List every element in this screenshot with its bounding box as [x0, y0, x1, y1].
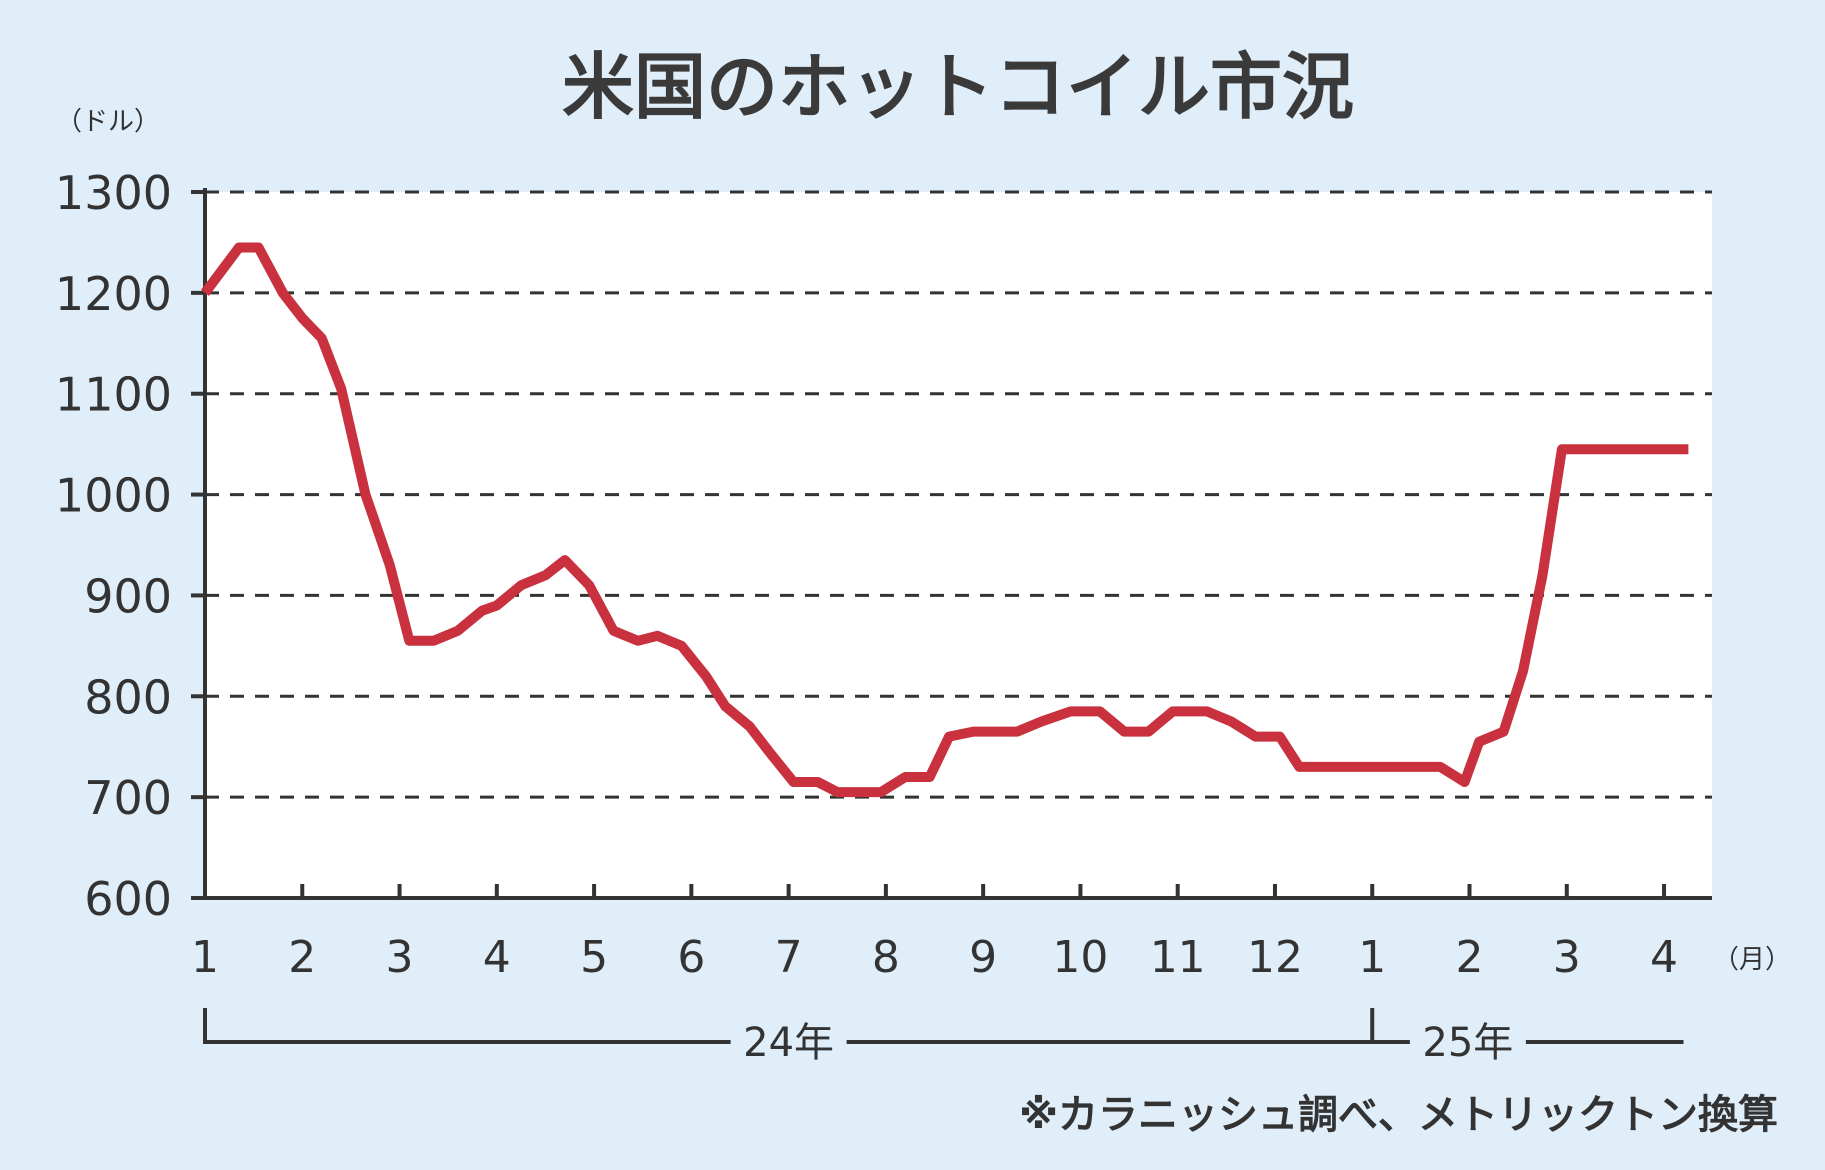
year-label: 24年 [743, 1020, 834, 1066]
chart-title: 米国のホットコイル市況 [562, 45, 1354, 129]
x-tick-label: 2 [288, 932, 316, 983]
x-tick-label: 6 [677, 932, 705, 983]
x-tick-label: 9 [969, 932, 997, 983]
x-tick-label: 3 [1553, 932, 1581, 983]
source-note: ※カラニッシュ調べ、メトリックトン換算 [1019, 1092, 1778, 1138]
y-tick-label: 900 [84, 569, 172, 623]
x-tick-label: 11 [1150, 932, 1206, 983]
x-tick-label: 1 [191, 932, 219, 983]
price-series-line [200, 242, 1689, 798]
x-tick-label: 7 [775, 932, 803, 983]
y-tick-label: 600 [84, 872, 172, 926]
x-tick-label: 10 [1052, 932, 1108, 983]
y-tick-label: 800 [84, 670, 172, 724]
y-tick-label: 700 [84, 771, 172, 825]
x-tick-label: 3 [386, 932, 414, 983]
x-tick-label: 4 [483, 932, 511, 983]
x-tick-label: 4 [1650, 932, 1678, 983]
plot-background [205, 192, 1712, 898]
x-tick-label: 1 [1358, 932, 1386, 983]
y-tick-label: 1300 [55, 166, 172, 220]
x-tick-label: 12 [1247, 932, 1303, 983]
x-tick-label: 8 [872, 932, 900, 983]
x-tick-label: 2 [1456, 932, 1484, 983]
year-label: 25年 [1422, 1020, 1513, 1066]
y-tick-label: 1100 [55, 368, 172, 422]
x-axis-unit-label: （月） [1713, 945, 1791, 975]
y-tick-label: 1000 [55, 469, 172, 523]
y-axis-unit-label: （ドル） [56, 107, 160, 137]
y-tick-label: 1200 [55, 267, 172, 321]
x-tick-label: 5 [580, 932, 608, 983]
